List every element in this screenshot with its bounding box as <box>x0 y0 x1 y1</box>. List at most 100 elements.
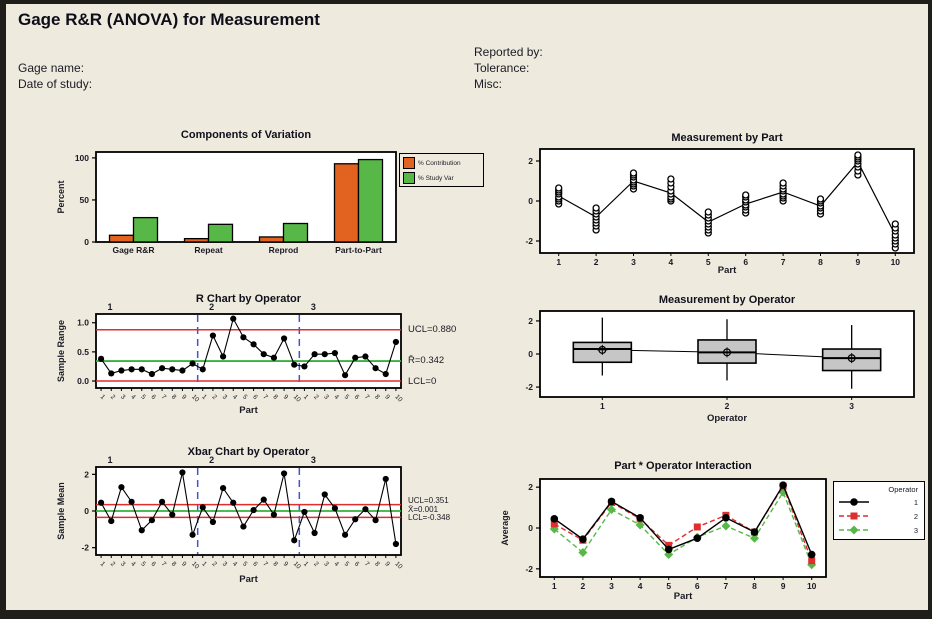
data-point <box>250 341 257 348</box>
svg-text:2: 2 <box>109 393 117 401</box>
svg-text:4: 4 <box>231 560 239 568</box>
xbar-chart-title: Xbar Chart by Operator <box>187 446 310 458</box>
svg-text:2: 2 <box>725 401 730 411</box>
header-left: Gage name: Date of study: <box>18 60 92 92</box>
cov-legend: % Contribution % Study Var <box>399 153 484 187</box>
svg-text:Part: Part <box>239 405 258 416</box>
svg-text:1: 1 <box>99 560 107 568</box>
svg-text:2: 2 <box>109 560 117 568</box>
data-point <box>169 511 176 518</box>
svg-text:9: 9 <box>383 393 391 401</box>
measurement-point <box>779 179 787 187</box>
svg-text:0: 0 <box>84 506 89 516</box>
r-chart-center-label: R̄=0.342 <box>408 355 445 366</box>
svg-text:Reprod: Reprod <box>269 245 299 255</box>
r-chart-ucl-label: UCL=0.880 <box>408 324 457 335</box>
data-point <box>189 531 196 538</box>
svg-text:Sample Mean: Sample Mean <box>56 482 66 540</box>
legend-item-operator-3: 3 <box>837 524 920 536</box>
svg-text:6: 6 <box>743 257 748 267</box>
svg-text:1: 1 <box>302 560 310 568</box>
svg-text:3: 3 <box>311 302 316 312</box>
data-point <box>97 499 105 506</box>
data-point <box>219 484 227 492</box>
svg-text:9: 9 <box>282 393 290 401</box>
header-right: Reported by: Tolerance: Misc: <box>474 44 543 92</box>
data-point <box>301 508 308 516</box>
data-point <box>189 360 196 367</box>
data-point <box>722 513 730 522</box>
measurement-by-operator-title: Measurement by Operator <box>658 294 796 306</box>
xbar-limit-labels: UCL=0.351 X̄=0.001 LCL=-0.348 <box>408 496 450 523</box>
bar <box>258 236 285 243</box>
svg-text:Part: Part <box>239 574 258 585</box>
svg-text:4: 4 <box>669 257 674 267</box>
svg-text:5: 5 <box>139 560 147 568</box>
svg-text:-2: -2 <box>81 543 89 553</box>
data-point <box>392 338 400 346</box>
panel-r-chart: R Chart by Operator 0.0 0.5 1.0 Sample Rang… <box>52 292 492 417</box>
svg-text:5: 5 <box>343 393 351 401</box>
operator-1-legend-label: 1 <box>913 497 918 507</box>
interaction-legend: Operator 1 2 3 <box>833 481 925 540</box>
data-point <box>209 332 217 339</box>
operator-3-glyph <box>839 525 869 535</box>
svg-text:Percent: Percent <box>56 180 66 213</box>
svg-text:Gage R&R: Gage R&R <box>112 245 154 255</box>
plot-area <box>95 313 402 389</box>
reported-by-label: Reported by: <box>474 45 543 59</box>
svg-text:Repeat: Repeat <box>194 245 223 255</box>
date-of-study-label: Date of study: <box>18 77 93 91</box>
svg-text:10: 10 <box>394 560 404 570</box>
svg-text:2: 2 <box>528 156 533 166</box>
svg-text:6: 6 <box>251 560 259 568</box>
svg-text:0: 0 <box>528 523 533 533</box>
data-point <box>321 491 328 498</box>
data-point <box>807 550 816 559</box>
svg-text:5: 5 <box>241 393 249 401</box>
legend-item-study-var: % Study Var <box>403 172 481 184</box>
data-point <box>607 497 616 506</box>
svg-text:7: 7 <box>261 393 269 401</box>
components-of-variation-chart: 0 50 100 Percent Gage R&R Repeat Reprod Part-to… <box>56 151 397 255</box>
study-var-legend-label: % Study Var <box>418 174 454 182</box>
data-point <box>311 529 318 537</box>
data-point <box>291 361 298 368</box>
svg-text:3: 3 <box>221 560 229 568</box>
svg-text:2: 2 <box>581 581 586 591</box>
panel-xbar-chart: Xbar Chart by Operator -2 0 2 Sample Mean 1 2… <box>52 445 492 597</box>
data-point <box>199 366 206 373</box>
bar <box>357 158 384 243</box>
data-point <box>635 520 645 530</box>
svg-text:1: 1 <box>107 302 112 312</box>
svg-text:2: 2 <box>594 257 599 267</box>
svg-text:1: 1 <box>556 257 561 267</box>
xbar-center-label: X̄=0.001 <box>408 504 439 514</box>
data-point <box>331 505 339 512</box>
r-chart-title: R Chart by Operator <box>195 293 302 305</box>
bar <box>132 216 159 243</box>
svg-text:10: 10 <box>394 393 404 403</box>
data-point <box>128 498 135 505</box>
svg-text:0.5: 0.5 <box>77 347 89 357</box>
data-point <box>219 353 227 360</box>
svg-text:0.0: 0.0 <box>77 376 89 386</box>
svg-text:50: 50 <box>80 195 90 205</box>
measurement-point <box>704 208 712 216</box>
svg-text:8: 8 <box>170 560 178 568</box>
svg-text:4: 4 <box>333 560 341 568</box>
data-point <box>199 504 206 511</box>
data-point <box>750 528 759 536</box>
svg-text:9: 9 <box>282 560 290 568</box>
data-point <box>665 541 673 549</box>
components-of-variation-title: Components of Variation <box>180 129 312 141</box>
measurement-by-part-chart: -2 0 2 1 2 3 4 5 6 7 8 9 10 Part <box>525 148 915 276</box>
svg-text:3: 3 <box>119 393 127 401</box>
svg-text:3: 3 <box>221 393 229 401</box>
svg-text:0: 0 <box>528 196 533 206</box>
svg-text:1.0: 1.0 <box>77 318 89 328</box>
data-point <box>148 370 156 378</box>
panel-measurement-by-part: Measurement by Part -2 0 2 1 2 3 4 5 6 7 8 9 10 Part <box>496 131 928 281</box>
svg-text:7: 7 <box>363 560 371 568</box>
svg-text:1: 1 <box>107 455 112 465</box>
